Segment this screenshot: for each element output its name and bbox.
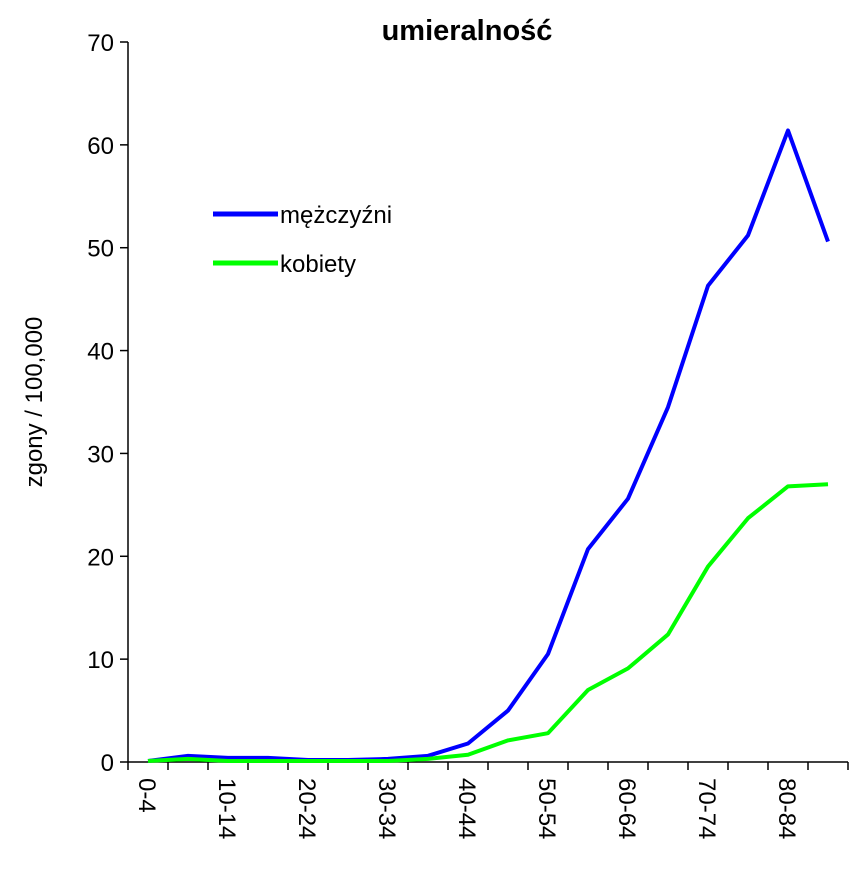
y-tick-label: 70 (87, 30, 114, 57)
x-tick-label: 40-44 (453, 778, 480, 839)
chart-title: umieralność (382, 15, 553, 47)
y-tick-label: 60 (87, 133, 114, 160)
y-tick-label: 50 (87, 236, 114, 263)
y-tick-label: 20 (87, 544, 114, 571)
x-tick-label: 80-84 (773, 778, 800, 839)
line (147, 128, 830, 763)
y-tick-label: 40 (87, 339, 114, 366)
legend-label: kobiety (280, 251, 356, 278)
x-tick-label: 10-14 (213, 778, 240, 839)
y-tick-label: 30 (87, 441, 114, 468)
x-tick-label: 70-74 (693, 778, 720, 839)
y-tick-label: 10 (87, 647, 114, 674)
y-tick-label: 0 (101, 750, 114, 777)
legend-label: mężczyźni (280, 202, 392, 229)
x-tick-label: 60-64 (613, 778, 640, 839)
x-tick-label: 50-54 (533, 778, 560, 839)
line (147, 482, 829, 763)
x-tick-label: 20-24 (293, 778, 320, 839)
y-axis-label: zgony / 100,000 (21, 317, 48, 488)
x-tick-label: 30-34 (373, 778, 400, 839)
x-tick-label: 0-4 (133, 778, 160, 813)
